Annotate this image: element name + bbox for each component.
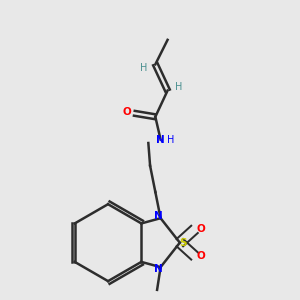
Text: N: N <box>156 134 165 145</box>
Text: O: O <box>196 224 205 234</box>
Text: H: H <box>167 134 175 145</box>
Text: N: N <box>154 212 163 221</box>
Text: O: O <box>196 251 205 261</box>
Text: H: H <box>140 63 148 73</box>
Text: N: N <box>154 264 163 274</box>
Text: S: S <box>180 238 187 248</box>
Text: O: O <box>123 106 132 116</box>
Text: H: H <box>175 82 182 92</box>
